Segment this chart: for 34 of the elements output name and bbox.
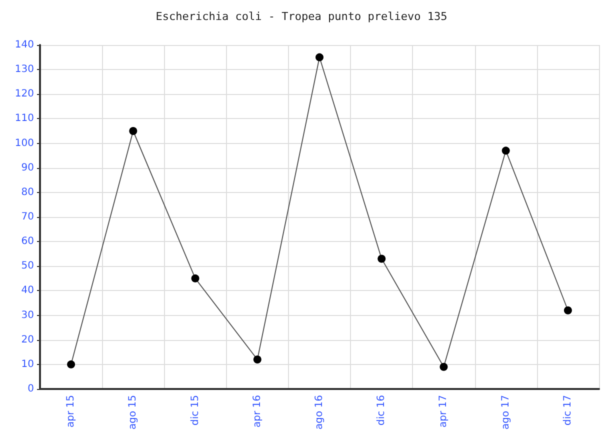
x-tick-label: apr 15	[66, 395, 77, 428]
x-tick-label: apr 17	[438, 395, 450, 428]
x-tick-label: ago 16	[314, 395, 325, 430]
y-tick-label: 50	[21, 260, 34, 272]
x-tick-label: dic 17	[562, 395, 574, 426]
y-tick-label: 0	[28, 384, 34, 394]
y-tick-label: 70	[21, 212, 34, 222]
point	[191, 274, 200, 282]
y-tick-label: 60	[21, 236, 34, 248]
point	[129, 127, 138, 135]
y-tick-label: 100	[14, 138, 34, 149]
x-tick-label: apr 16	[252, 395, 263, 428]
x-tick-label: ago 17	[500, 395, 512, 430]
chart-title: Escherichia coli - Tropea punto prelievo 135	[156, 10, 448, 23]
x-tick-label: dic 15	[190, 395, 201, 426]
point	[378, 254, 386, 263]
y-tick-label: 80	[21, 186, 34, 198]
point	[316, 53, 324, 62]
y-tick-label: 120	[14, 88, 34, 100]
y-tick-label: 10	[21, 358, 34, 370]
y-tick-label: 90	[21, 162, 34, 174]
point	[253, 356, 262, 364]
y-tick-label: 40	[21, 285, 34, 296]
point	[502, 146, 510, 155]
y-tick-label: 30	[21, 310, 34, 321]
point	[440, 362, 448, 371]
y-tick-label: 20	[21, 334, 34, 346]
y-tick-label: 140	[14, 40, 34, 50]
x-tick-label: ago 15	[128, 395, 139, 430]
x-tick-label: dic 16	[376, 395, 388, 426]
y-tick-label: 130	[14, 64, 34, 76]
point	[564, 306, 572, 314]
y-tick-label: 110	[14, 113, 34, 124]
point	[67, 360, 76, 368]
